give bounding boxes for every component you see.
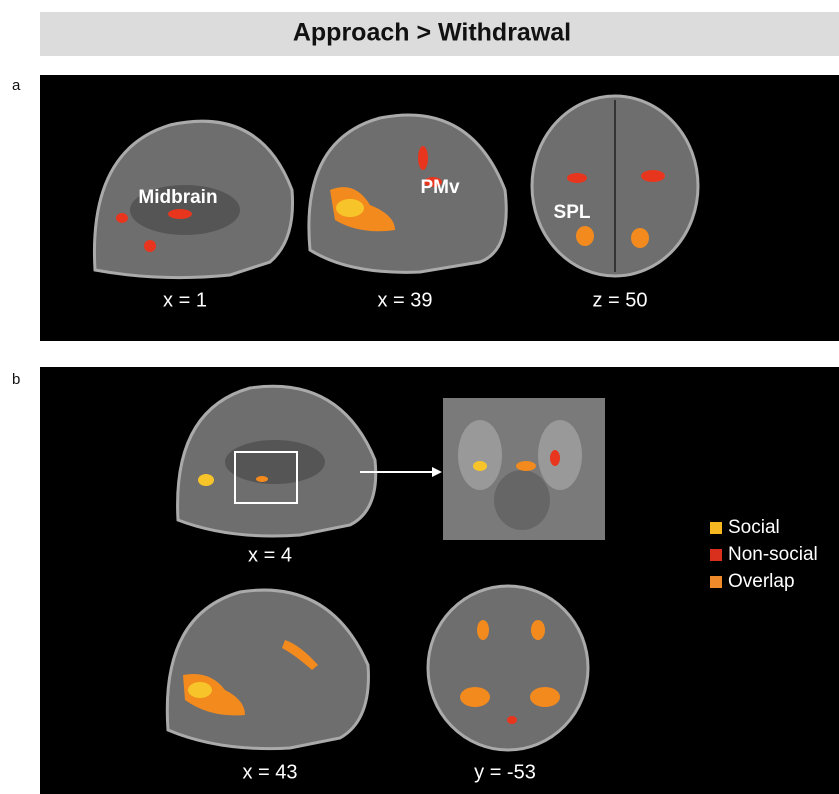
coordinate-label: z = 50 — [592, 289, 647, 311]
coordinate-label: x = 1 — [163, 289, 207, 311]
region-label: Midbrain — [138, 187, 217, 208]
brain-image — [428, 586, 588, 750]
coordinate-label: y = -53 — [474, 761, 536, 783]
figure: Approach > Withdrawal a Midbrain x = 1 P… — [0, 0, 839, 794]
legend-swatch — [710, 522, 722, 534]
legend-swatch — [710, 576, 722, 588]
legend-label: Social — [728, 517, 780, 538]
coordinate-label: x = 43 — [242, 761, 297, 783]
figure-title: Approach > Withdrawal — [293, 19, 571, 47]
region-label: SPL — [554, 202, 591, 223]
inset-image — [443, 398, 605, 540]
legend-label: Non-social — [728, 544, 818, 565]
brain-image — [532, 96, 698, 276]
legend-label: Overlap — [728, 571, 795, 592]
panel-label: a — [12, 77, 21, 94]
region-label: PMv — [420, 177, 460, 198]
panel-label: b — [12, 371, 20, 388]
coordinate-label: x = 4 — [248, 544, 292, 566]
legend-swatch — [710, 549, 722, 561]
coordinate-label: x = 39 — [377, 289, 432, 311]
